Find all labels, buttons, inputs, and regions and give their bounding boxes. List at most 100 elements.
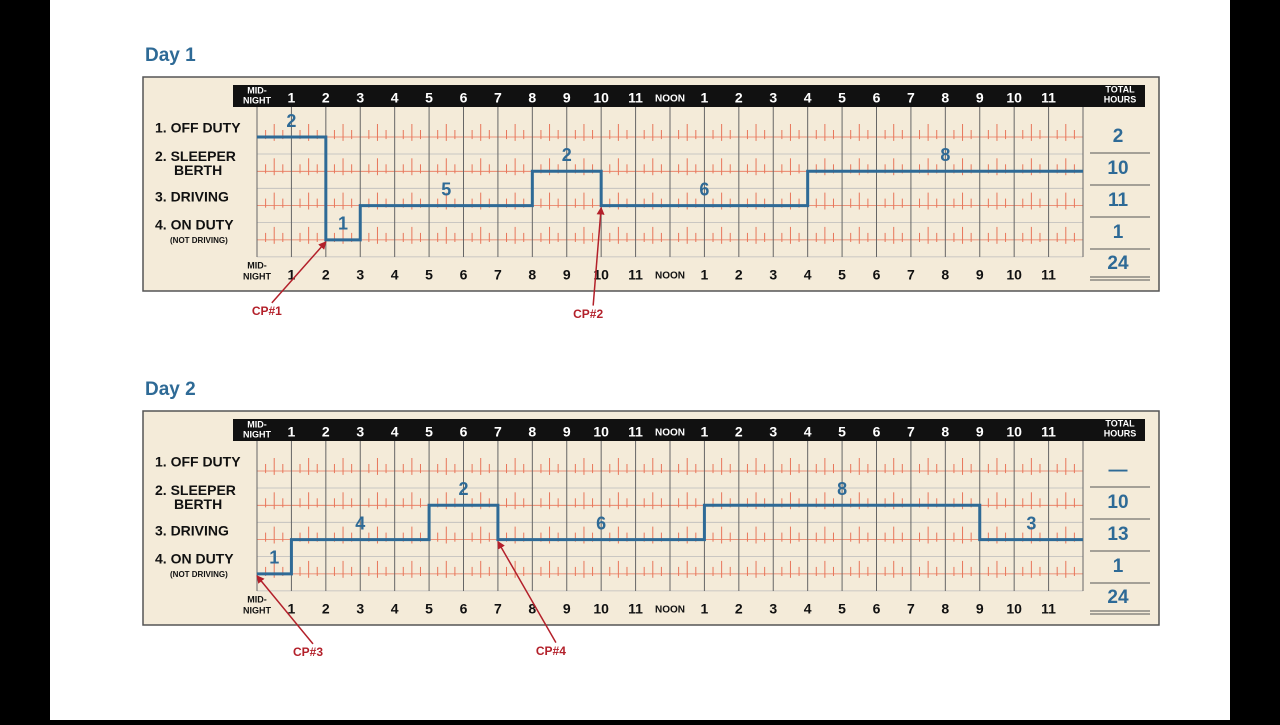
total-header: TOTAL	[1105, 84, 1135, 94]
hour-label: 10	[593, 90, 609, 106]
hour-label: 3	[769, 601, 777, 617]
hour-label: 8	[941, 267, 949, 283]
hour-label: 4	[804, 424, 812, 440]
hour-label: 10	[1006, 601, 1022, 617]
hour-label: 4	[804, 601, 812, 617]
row-total: 13	[1107, 524, 1128, 545]
hour-label: 4	[804, 90, 812, 106]
hour-label: 2	[735, 424, 743, 440]
row-total: 10	[1107, 492, 1128, 513]
hour-label: 7	[494, 267, 502, 283]
callout-arrow	[271, 241, 327, 304]
hour-label: 11	[628, 601, 643, 617]
row-total: 1	[1113, 556, 1124, 577]
row-total: —	[1109, 460, 1128, 481]
hour-label: 9	[976, 267, 984, 283]
segment-hours: 3	[1026, 513, 1036, 533]
row-label: (NOT DRIVING)	[170, 236, 228, 245]
midnight-label: NIGHT	[243, 95, 272, 105]
hour-label: 10	[1006, 90, 1022, 106]
hour-label: 11	[1041, 267, 1056, 283]
hour-label: 1	[701, 267, 709, 283]
hour-label: 10	[1006, 267, 1022, 283]
hour-label: NOON	[655, 271, 685, 282]
hour-label: NOON	[655, 605, 685, 616]
hour-label: 2	[322, 601, 330, 617]
hour-label: 4	[391, 267, 399, 283]
row-total: 10	[1107, 158, 1128, 179]
hour-label: 9	[563, 90, 571, 106]
hour-label: 11	[628, 424, 643, 440]
row-label: 1. OFF DUTY	[155, 454, 241, 470]
hour-label: 9	[563, 424, 571, 440]
hour-label: 7	[907, 424, 915, 440]
segment-hours: 2	[562, 145, 572, 165]
hour-label: 7	[907, 267, 915, 283]
hour-label: 3	[769, 90, 777, 106]
hour-label: 5	[425, 601, 433, 617]
hour-label: 8	[941, 601, 949, 617]
hour-label: 5	[425, 90, 433, 106]
row-label: 1. OFF DUTY	[155, 120, 241, 136]
hour-label: 11	[1041, 601, 1056, 617]
callout-label: CP#4	[536, 644, 566, 658]
hour-label: 6	[873, 267, 881, 283]
midnight-label: MID-	[247, 260, 267, 270]
hour-label: 9	[563, 601, 571, 617]
midnight-label: MID-	[247, 85, 267, 95]
row-label: 4. ON DUTY	[155, 551, 234, 567]
header-bar	[233, 419, 1145, 441]
hour-label: 1	[288, 267, 296, 283]
hour-label: 5	[838, 90, 846, 106]
hour-label: NOON	[655, 94, 685, 105]
hour-label: 5	[838, 424, 846, 440]
callout-arrow	[256, 575, 314, 645]
hour-label: 7	[907, 90, 915, 106]
hour-label: 2	[322, 424, 330, 440]
hour-label: 5	[838, 601, 846, 617]
hour-label: 6	[460, 424, 468, 440]
hour-label: 6	[460, 267, 468, 283]
hour-label: 4	[391, 601, 399, 617]
hour-label: NOON	[655, 428, 685, 439]
row-total: 11	[1108, 190, 1129, 211]
log-box	[142, 410, 1160, 626]
hour-label: 7	[494, 601, 502, 617]
hour-label: 10	[593, 267, 609, 283]
hour-label: 5	[838, 267, 846, 283]
hour-label: 8	[528, 424, 536, 440]
hour-label: 5	[425, 424, 433, 440]
hour-label: 2	[735, 601, 743, 617]
row-label: 3. DRIVING	[155, 522, 229, 538]
hour-label: 9	[976, 601, 984, 617]
callout-label: CP#1	[252, 304, 282, 318]
hour-label: 10	[593, 601, 609, 617]
hour-label: 1	[701, 601, 709, 617]
segment-hours: 1	[338, 214, 348, 234]
row-total: 1	[1113, 222, 1124, 243]
callout-arrow	[497, 540, 557, 643]
row-label: 4. ON DUTY	[155, 217, 234, 233]
midnight-label: NIGHT	[243, 429, 272, 439]
hour-label: 6	[873, 424, 881, 440]
hour-label: 4	[391, 424, 399, 440]
segment-hours: 6	[699, 179, 709, 199]
hour-label: 6	[873, 90, 881, 106]
midnight-label: NIGHT	[243, 271, 272, 281]
segment-hours: 1	[269, 548, 279, 568]
hour-label: 2	[322, 267, 330, 283]
hour-label: 2	[735, 267, 743, 283]
hour-label: 8	[941, 424, 949, 440]
hour-label: 1	[288, 90, 296, 106]
hour-label: 8	[941, 90, 949, 106]
total-header: HOURS	[1104, 428, 1137, 438]
row-label: 2. SLEEPER	[155, 482, 236, 498]
midnight-label: MID-	[247, 594, 267, 604]
hour-label: 7	[907, 601, 915, 617]
hour-label: 3	[356, 90, 364, 106]
hour-label: 6	[873, 601, 881, 617]
hour-label: 9	[976, 90, 984, 106]
grand-total: 24	[1107, 587, 1129, 608]
